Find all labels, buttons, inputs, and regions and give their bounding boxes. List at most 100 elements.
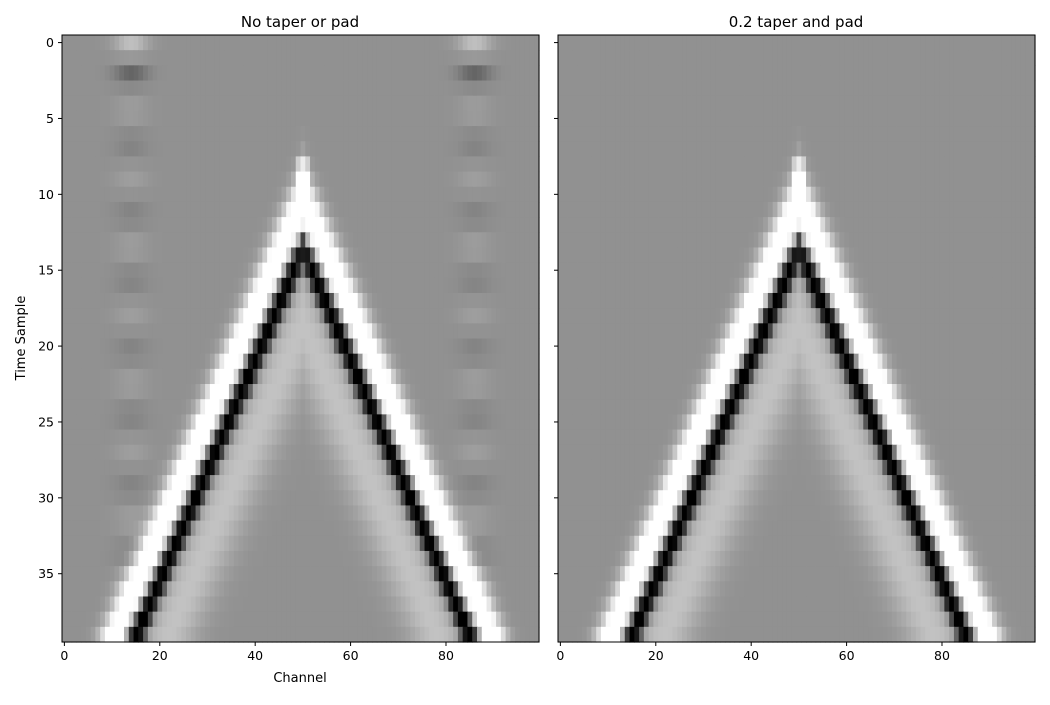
heatmap-cell (425, 156, 430, 172)
heatmap-cell (157, 430, 162, 446)
heatmap-cell (296, 460, 301, 476)
heatmap-cell (62, 293, 67, 309)
heatmap-cell (119, 323, 124, 339)
heatmap-cell (1011, 50, 1016, 66)
heatmap-cell (176, 596, 181, 612)
heatmap-cell (520, 566, 525, 582)
heatmap-cell (305, 581, 310, 597)
heatmap-cell (81, 596, 86, 612)
heatmap-cell (91, 566, 96, 582)
heatmap-cell (305, 566, 310, 582)
heatmap-cell (315, 490, 320, 506)
heatmap-cell (286, 81, 291, 97)
heatmap-cell (448, 308, 453, 324)
heatmap-cell (110, 551, 115, 567)
y-tick-label: 0 (46, 35, 54, 50)
heatmap-cell (506, 384, 511, 400)
heatmap-cell (715, 35, 720, 51)
heatmap-cell (129, 156, 134, 172)
heatmap-cell (453, 414, 458, 430)
heatmap-cell (706, 172, 711, 188)
heatmap-cell (72, 596, 77, 612)
heatmap-cell (210, 278, 215, 294)
heatmap-cell (291, 627, 296, 643)
heatmap-cell (458, 566, 463, 582)
heatmap-cell (477, 202, 482, 218)
heatmap-cell (892, 96, 897, 112)
heatmap-cell (405, 627, 410, 643)
heatmap-cell (91, 339, 96, 355)
heatmap-cell (277, 399, 282, 415)
heatmap-cell (305, 247, 310, 263)
heatmap-cell (153, 566, 158, 582)
heatmap-cell (677, 172, 682, 188)
heatmap-cell (973, 126, 978, 142)
heatmap-cell (487, 202, 492, 218)
heatmap-cell (100, 50, 105, 66)
heatmap-cell (253, 369, 258, 385)
heatmap-cell (706, 35, 711, 51)
heatmap-cell (1006, 156, 1011, 172)
heatmap-cell (172, 369, 177, 385)
heatmap-cell (67, 217, 72, 233)
heatmap-cell (224, 111, 229, 127)
heatmap-cell (458, 293, 463, 309)
heatmap-cell (496, 612, 501, 628)
heatmap-cell (744, 96, 749, 112)
heatmap-cell (348, 612, 353, 628)
heatmap-cell (525, 460, 530, 476)
heatmap-cell (348, 65, 353, 81)
heatmap-cell (186, 581, 191, 597)
heatmap-cell (243, 156, 248, 172)
heatmap-cell (181, 247, 186, 263)
heatmap-cell (401, 293, 406, 309)
heatmap-cell (205, 505, 210, 521)
heatmap-cell (143, 369, 148, 385)
heatmap-cell (72, 490, 77, 506)
heatmap-cell (243, 35, 248, 51)
heatmap-cell (792, 126, 797, 142)
heatmap-cell (224, 627, 229, 643)
heatmap-cell (81, 96, 86, 112)
heatmap-cell (973, 50, 978, 66)
heatmap-cell (315, 612, 320, 628)
heatmap-cell (291, 202, 296, 218)
heatmap-cell (267, 126, 272, 142)
heatmap-cell (320, 293, 325, 309)
heatmap-cell (234, 596, 239, 612)
heatmap-cell (377, 414, 382, 430)
heatmap-cell (143, 96, 148, 112)
heatmap-cell (467, 126, 472, 142)
heatmap-cell (248, 202, 253, 218)
heatmap-cell (448, 126, 453, 142)
heatmap-cell (448, 141, 453, 157)
heatmap-cell (200, 126, 205, 142)
heatmap-cell (110, 263, 115, 279)
heatmap-cell (210, 263, 215, 279)
heatmap-cell (825, 35, 830, 51)
heatmap-cell (258, 323, 263, 339)
heatmap-cell (668, 81, 673, 97)
heatmap-cell (119, 96, 124, 112)
heatmap-cell (310, 460, 315, 476)
heatmap-cell (167, 81, 172, 97)
heatmap-cell (281, 490, 286, 506)
heatmap-cell (138, 50, 143, 66)
heatmap-cell (467, 566, 472, 582)
heatmap-cell (320, 232, 325, 248)
heatmap-cell (329, 217, 334, 233)
heatmap-cell (415, 460, 420, 476)
heatmap-cell (162, 81, 167, 97)
heatmap-cell (67, 612, 72, 628)
heatmap-cell (510, 217, 515, 233)
heatmap-cell (978, 65, 983, 81)
heatmap-cell (157, 551, 162, 567)
heatmap-cell (219, 612, 224, 628)
heatmap-cell (148, 566, 153, 582)
heatmap-cell (205, 156, 210, 172)
heatmap-cell (67, 536, 72, 552)
heatmap-cell (110, 96, 115, 112)
heatmap-cell (301, 596, 306, 612)
heatmap-cell (467, 536, 472, 552)
heatmap-cell (334, 202, 339, 218)
